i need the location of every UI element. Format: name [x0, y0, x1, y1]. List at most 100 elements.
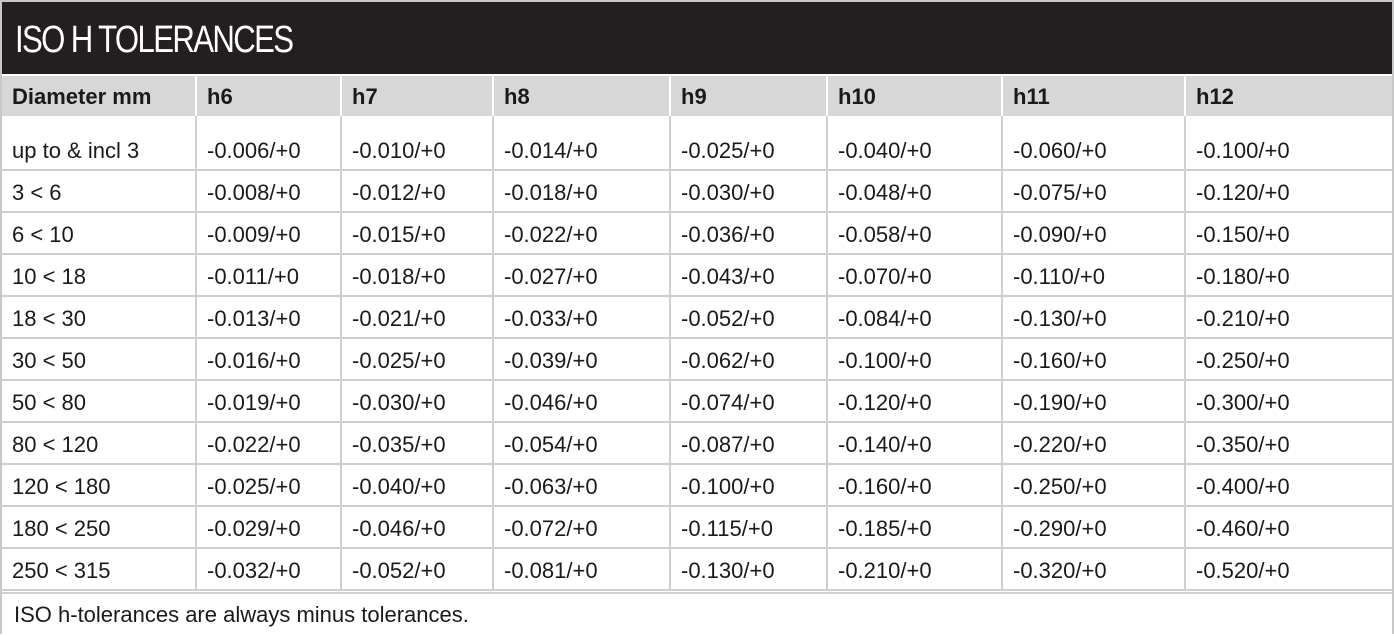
cell-h10: -0.210/+0 — [827, 548, 1003, 591]
column-header-diameter: Diameter mm — [2, 76, 197, 116]
cell-h9: -0.100/+0 — [670, 464, 828, 507]
cell-h12: -0.400/+0 — [1185, 464, 1392, 507]
cell-h6: -0.022/+0 — [196, 422, 342, 465]
cell-h12: -0.250/+0 — [1185, 338, 1392, 381]
cell-h12: -0.150/+0 — [1185, 212, 1392, 255]
cell-h7: -0.040/+0 — [341, 464, 494, 507]
cell-h7: -0.025/+0 — [341, 338, 494, 381]
cell-h12: -0.100/+0 — [1185, 116, 1392, 171]
cell-h11: -0.290/+0 — [1002, 506, 1186, 549]
cell-h7: -0.035/+0 — [341, 422, 494, 465]
cell-h11: -0.220/+0 — [1002, 422, 1186, 465]
cell-h10: -0.140/+0 — [827, 422, 1003, 465]
cell-h6: -0.013/+0 — [196, 296, 342, 339]
cell-h8: -0.072/+0 — [493, 506, 671, 549]
cell-h12: -0.520/+0 — [1185, 548, 1392, 591]
cell-h9: -0.115/+0 — [670, 506, 828, 549]
table-row: 180 < 250 -0.029/+0 -0.046/+0 -0.072/+0 -0.1… — [2, 506, 1392, 549]
cell-diameter: 30 < 50 — [2, 338, 197, 381]
cell-h10: -0.040/+0 — [827, 116, 1003, 171]
cell-h9: -0.087/+0 — [670, 422, 828, 465]
footnote: ISO h-tolerances are always minus tolera… — [2, 592, 1392, 634]
cell-h12: -0.120/+0 — [1185, 170, 1392, 213]
table-row: up to & incl 3 -0.006/+0 -0.010/+0 -0.014/+… — [2, 116, 1392, 171]
cell-diameter: 250 < 315 — [2, 548, 197, 591]
cell-h10: -0.048/+0 — [827, 170, 1003, 213]
column-header-h9: h9 — [670, 76, 828, 116]
cell-h7: -0.046/+0 — [341, 506, 494, 549]
cell-h7: -0.012/+0 — [341, 170, 494, 213]
page-title: ISO H TOLERANCES — [15, 19, 294, 61]
cell-h6: -0.029/+0 — [196, 506, 342, 549]
cell-h6: -0.006/+0 — [196, 116, 342, 171]
cell-h7: -0.010/+0 — [341, 116, 494, 171]
cell-h6: -0.009/+0 — [196, 212, 342, 255]
cell-h8: -0.014/+0 — [493, 116, 671, 171]
column-header-h11: h11 — [1002, 76, 1186, 116]
cell-h9: -0.030/+0 — [670, 170, 828, 213]
cell-h9: -0.130/+0 — [670, 548, 828, 591]
cell-h11: -0.160/+0 — [1002, 338, 1186, 381]
cell-h9: -0.074/+0 — [670, 380, 828, 423]
cell-h8: -0.027/+0 — [493, 254, 671, 297]
cell-h11: -0.110/+0 — [1002, 254, 1186, 297]
table-row: 120 < 180 -0.025/+0 -0.040/+0 -0.063/+0 -0.1… — [2, 464, 1392, 507]
column-header-h6: h6 — [196, 76, 342, 116]
table-row: 250 < 315 -0.032/+0 -0.052/+0 -0.081/+0 -0.1… — [2, 548, 1392, 591]
cell-h8: -0.063/+0 — [493, 464, 671, 507]
cell-h7: -0.030/+0 — [341, 380, 494, 423]
cell-h8: -0.033/+0 — [493, 296, 671, 339]
cell-h12: -0.180/+0 — [1185, 254, 1392, 297]
table-row: 6 < 10 -0.009/+0 -0.015/+0 -0.022/+0 -0.036/… — [2, 212, 1392, 255]
table-row: 3 < 6 -0.008/+0 -0.012/+0 -0.018/+0 -0.030/+… — [2, 170, 1392, 213]
cell-h11: -0.320/+0 — [1002, 548, 1186, 591]
cell-h8: -0.018/+0 — [493, 170, 671, 213]
cell-h10: -0.100/+0 — [827, 338, 1003, 381]
table-row: 50 < 80 -0.019/+0 -0.030/+0 -0.046/+0 -0.074… — [2, 380, 1392, 423]
cell-h6: -0.032/+0 — [196, 548, 342, 591]
cell-diameter: 120 < 180 — [2, 464, 197, 507]
column-header-h7: h7 — [341, 76, 494, 116]
cell-h9: -0.062/+0 — [670, 338, 828, 381]
table-row: 10 < 18 -0.011/+0 -0.018/+0 -0.027/+0 -0.043… — [2, 254, 1392, 297]
title-bar: ISO H TOLERANCES — [2, 2, 1392, 76]
table-row: 18 < 30 -0.013/+0 -0.021/+0 -0.033/+0 -0.052… — [2, 296, 1392, 339]
cell-h6: -0.016/+0 — [196, 338, 342, 381]
column-header-h10: h10 — [827, 76, 1003, 116]
cell-diameter: 3 < 6 — [2, 170, 197, 213]
table-row: 80 < 120 -0.022/+0 -0.035/+0 -0.054/+0 -0.08… — [2, 422, 1392, 465]
cell-h10: -0.070/+0 — [827, 254, 1003, 297]
cell-diameter: 10 < 18 — [2, 254, 197, 297]
cell-h12: -0.460/+0 — [1185, 506, 1392, 549]
cell-h9: -0.052/+0 — [670, 296, 828, 339]
cell-h12: -0.350/+0 — [1185, 422, 1392, 465]
table-header-row: Diameter mm h6 h7 h8 h9 h10 h11 h12 — [2, 76, 1392, 116]
cell-h9: -0.043/+0 — [670, 254, 828, 297]
cell-diameter: 180 < 250 — [2, 506, 197, 549]
cell-h12: -0.210/+0 — [1185, 296, 1392, 339]
cell-h10: -0.084/+0 — [827, 296, 1003, 339]
cell-h6: -0.011/+0 — [196, 254, 342, 297]
cell-diameter: 50 < 80 — [2, 380, 197, 423]
cell-h6: -0.019/+0 — [196, 380, 342, 423]
cell-h11: -0.190/+0 — [1002, 380, 1186, 423]
cell-h6: -0.025/+0 — [196, 464, 342, 507]
cell-h8: -0.081/+0 — [493, 548, 671, 591]
cell-h7: -0.021/+0 — [341, 296, 494, 339]
cell-h9: -0.025/+0 — [670, 116, 828, 171]
cell-diameter: 80 < 120 — [2, 422, 197, 465]
column-header-h8: h8 — [493, 76, 671, 116]
cell-h10: -0.160/+0 — [827, 464, 1003, 507]
cell-h7: -0.015/+0 — [341, 212, 494, 255]
cell-h8: -0.046/+0 — [493, 380, 671, 423]
cell-h10: -0.185/+0 — [827, 506, 1003, 549]
table-row: 30 < 50 -0.016/+0 -0.025/+0 -0.039/+0 -0.062… — [2, 338, 1392, 381]
cell-h11: -0.075/+0 — [1002, 170, 1186, 213]
tolerance-table: Diameter mm h6 h7 h8 h9 h10 h11 h12 up t… — [2, 76, 1392, 591]
column-header-h12: h12 — [1185, 76, 1392, 116]
cell-h11: -0.130/+0 — [1002, 296, 1186, 339]
cell-h11: -0.090/+0 — [1002, 212, 1186, 255]
cell-diameter: 6 < 10 — [2, 212, 197, 255]
cell-h7: -0.018/+0 — [341, 254, 494, 297]
cell-h11: -0.250/+0 — [1002, 464, 1186, 507]
